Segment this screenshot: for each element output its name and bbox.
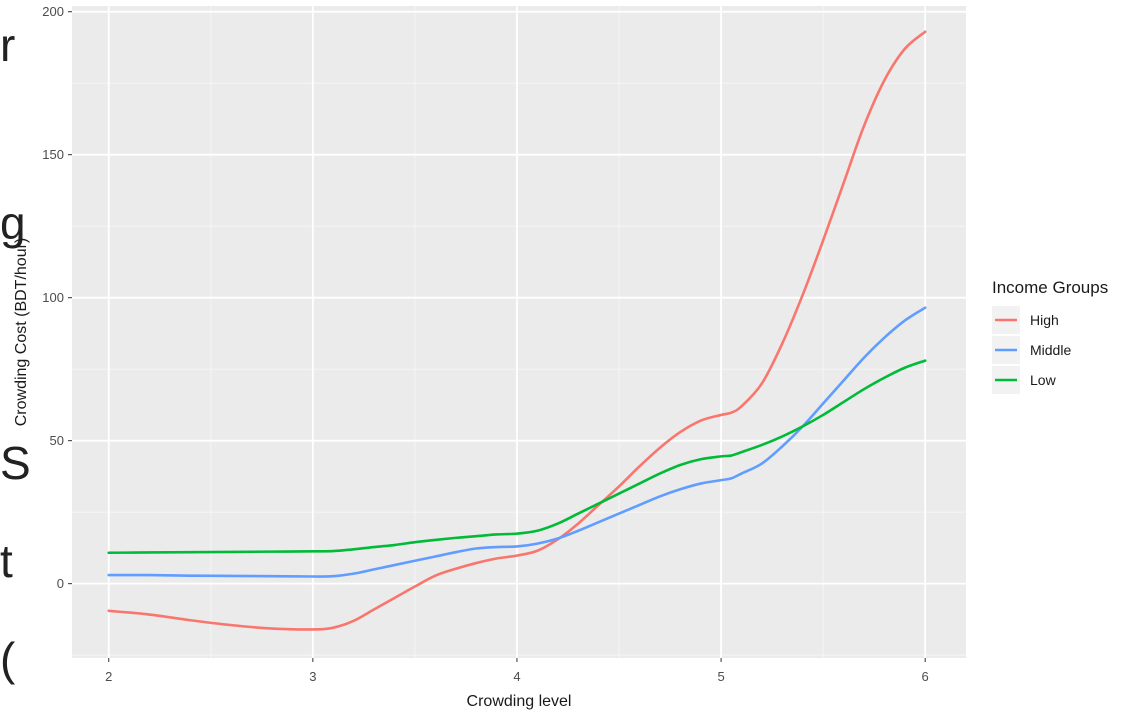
y-axis-ticks: 0 50 100 150 200	[42, 4, 72, 591]
series-line-high	[107, 30, 927, 631]
y-tick-label: 100	[42, 290, 64, 305]
legend-title: Income Groups	[992, 278, 1108, 297]
x-tick-label: 6	[922, 669, 929, 684]
y-tick-label: 200	[42, 4, 64, 19]
x-axis-ticks: 2 3 4 5 6	[105, 658, 929, 684]
legend-label-high: High	[1030, 312, 1059, 328]
x-axis-title: Crowding level	[467, 693, 572, 710]
edge-text-fragment: g	[0, 197, 26, 249]
legend-label-low: Low	[1030, 372, 1057, 388]
x-tick-label: 4	[513, 669, 520, 684]
plot-panel	[72, 6, 966, 658]
edge-text-fragment: S	[0, 437, 31, 489]
x-tick-label: 5	[717, 669, 724, 684]
edge-text-fragment: t	[0, 535, 13, 587]
y-tick-label: 0	[57, 576, 64, 591]
x-tick-label: 2	[105, 669, 112, 684]
edge-text-fragment: r	[0, 19, 16, 71]
grid-major	[72, 6, 966, 658]
legend: Income Groups High Middle Low	[992, 278, 1108, 394]
y-tick-label: 150	[42, 147, 64, 162]
edge-text-fragment: (	[0, 633, 16, 685]
x-tick-label: 3	[309, 669, 316, 684]
y-tick-label: 50	[50, 433, 64, 448]
legend-label-middle: Middle	[1030, 342, 1071, 358]
grid-minor	[72, 6, 966, 658]
y-axis-title: Crowding Cost (BDT/hour)	[13, 238, 30, 427]
series-lines	[107, 30, 927, 631]
series-line-low	[107, 359, 927, 555]
